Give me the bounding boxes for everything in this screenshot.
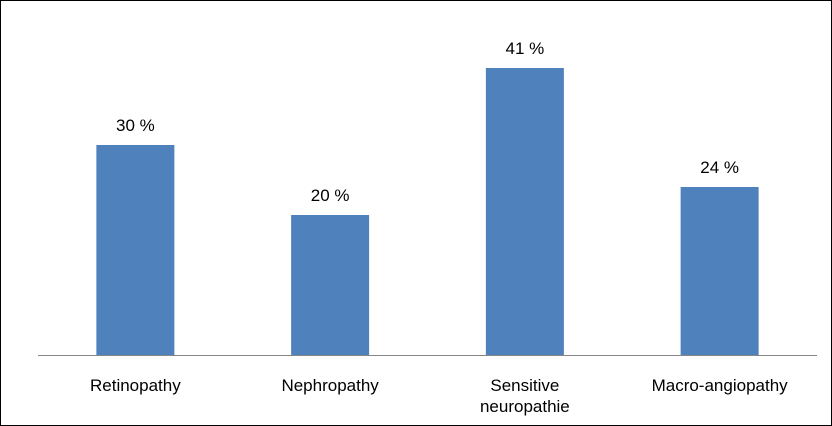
bar-1	[96, 145, 175, 355]
category-label-4: Macro-angiopathy	[652, 376, 789, 395]
data-label-1: 30 %	[116, 116, 155, 135]
category-label-line: Nephropathy	[281, 376, 379, 395]
category-label-2: Nephropathy	[281, 376, 379, 395]
bars-layer	[96, 68, 759, 355]
data-labels-layer: 30 % 20 % 41 % 24 %	[116, 39, 739, 205]
category-label-1: Retinopathy	[90, 376, 181, 395]
bar-2	[291, 215, 370, 355]
bar-3	[485, 68, 564, 355]
data-label-3: 41 %	[506, 39, 545, 58]
bar-4	[680, 187, 759, 355]
category-label-line: neuropathie	[480, 397, 570, 416]
category-label-3: Sensitive neuropathie	[480, 376, 570, 416]
category-label-line: Macro-angiopathy	[652, 376, 789, 395]
category-label-line: Retinopathy	[90, 376, 181, 395]
data-label-4: 24 %	[700, 158, 739, 177]
category-label-line: Sensitive	[490, 376, 559, 395]
category-labels-layer: Retinopathy Nephropathy Sensitive neuropath…	[90, 376, 788, 416]
data-label-2: 20 %	[311, 186, 350, 205]
